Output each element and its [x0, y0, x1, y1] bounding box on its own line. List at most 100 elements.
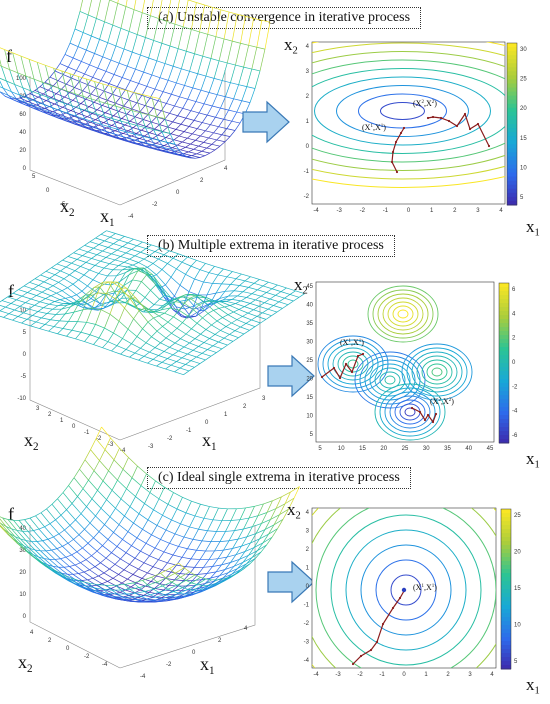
surface-mesh-line	[95, 80, 102, 89]
surface-mesh-line	[142, 576, 152, 581]
surface-mesh-line	[155, 480, 165, 488]
surface-mesh-line	[110, 437, 120, 449]
colorbar-segment	[507, 119, 517, 125]
surface-mesh-line	[183, 526, 190, 538]
surface-mesh-line	[90, 93, 100, 98]
surface-mesh-line	[152, 134, 158, 139]
surface-mesh-line	[166, 300, 173, 306]
surface-mesh-line	[174, 371, 184, 375]
surface-mesh-line	[129, 258, 139, 263]
surface-mesh-line	[99, 281, 109, 288]
surface-mesh-line	[95, 508, 102, 517]
surface-mesh-line	[93, 126, 102, 131]
surface-mesh-line	[31, 104, 37, 107]
contour-loop	[382, 297, 424, 331]
surface-mesh-line	[164, 145, 173, 149]
surface-mesh-line	[93, 244, 100, 249]
colorbar-segment	[507, 156, 517, 161]
surface-mesh-line	[244, 276, 251, 282]
y-tick-label: 4	[306, 510, 310, 516]
surface-mesh-line	[224, 565, 235, 570]
surface-mesh-line	[163, 543, 170, 553]
surface-mesh-line	[225, 530, 235, 532]
surface-mesh-line	[44, 319, 51, 325]
surface-mesh-line	[169, 45, 179, 49]
surface-mesh-line	[261, 519, 271, 524]
surface-mesh-line	[60, 114, 70, 119]
surface-mesh-line	[45, 267, 52, 272]
surface-mesh-line	[151, 576, 158, 583]
colorbar-segment	[499, 435, 509, 440]
surface-mesh-line	[142, 135, 151, 139]
surface-mesh-line	[237, 536, 248, 540]
surface-mesh-line	[78, 113, 88, 118]
surface-mesh-line	[124, 600, 135, 602]
surface-mesh-line	[259, 533, 269, 540]
surface-mesh-line	[49, 70, 56, 78]
surface-mesh-line	[122, 136, 128, 142]
x-tick-label: 25	[402, 446, 409, 452]
surface-mesh-line	[169, 105, 175, 114]
surface-mesh-line	[34, 549, 41, 552]
colorbar-segment	[499, 315, 509, 320]
contour-loop	[401, 343, 473, 401]
surface-mesh-line	[191, 582, 198, 585]
y-tick-label: 3	[306, 69, 310, 75]
surface-mesh-line	[64, 42, 71, 55]
surface-mesh-line	[73, 539, 83, 549]
surface-mesh-line	[100, 507, 111, 518]
surface-mesh-line	[73, 120, 82, 124]
surface-mesh-line	[62, 328, 73, 331]
surface-mesh-line	[74, 81, 80, 88]
surface-mesh-line	[113, 74, 123, 78]
surface-mesh-line	[143, 255, 150, 260]
surface-mesh-line	[102, 539, 109, 546]
surface-mesh-line	[71, 496, 78, 504]
surface-mesh-line	[237, 291, 244, 297]
surface-mesh-line	[219, 141, 226, 147]
surface-mesh-line	[251, 68, 261, 72]
colorbar-segment	[501, 657, 511, 662]
surface-mesh-line	[125, 131, 132, 140]
colorbar-segment	[499, 395, 509, 400]
surface-mesh-line	[155, 145, 164, 148]
surface-mesh-line	[1, 65, 10, 70]
surface-mesh-line	[221, 283, 231, 285]
surface-mesh-line	[180, 571, 190, 578]
surface-mesh-line	[86, 506, 96, 517]
contour-loop	[394, 399, 426, 425]
axis-box-line	[29, 76, 121, 206]
surface-mesh-line	[91, 35, 100, 40]
surface-mesh-line	[233, 309, 240, 313]
surface-mesh-line	[211, 139, 218, 145]
surface-mesh-line	[99, 101, 105, 117]
iteration-point	[338, 376, 342, 380]
surface-mesh-line	[24, 519, 34, 531]
surface-mesh-line	[71, 329, 82, 333]
surface-mesh-line	[184, 305, 195, 310]
surface-mesh-line	[196, 153, 206, 157]
annotation-start: (X1,X1)	[362, 123, 386, 132]
surface-mesh-line	[220, 330, 230, 335]
surface-mesh-line	[230, 558, 240, 563]
surface-mesh-line	[172, 585, 179, 591]
colorbar-tick-label: 0	[512, 360, 516, 366]
surface-mesh-line	[185, 146, 194, 150]
surface-mesh-line	[206, 566, 213, 574]
iteration-point	[434, 412, 438, 416]
surface-mesh-line	[191, 153, 197, 156]
surface-mesh-line	[182, 141, 191, 145]
colorbar-tick-label: 5	[514, 659, 518, 665]
surface-mesh-line	[103, 122, 112, 126]
surface-mesh-line	[187, 133, 193, 139]
surface-mesh-line	[179, 301, 186, 310]
surface-mesh-line	[16, 530, 27, 541]
iteration-point	[426, 413, 430, 417]
surface-mesh-line	[200, 89, 210, 93]
surface-mesh-line	[79, 108, 89, 112]
surface-mesh-line	[52, 111, 62, 116]
surface-mesh-line	[166, 297, 177, 308]
surface-mesh-line	[172, 354, 183, 359]
surface-mesh-line	[79, 81, 88, 86]
surface-mesh-line	[133, 582, 140, 588]
